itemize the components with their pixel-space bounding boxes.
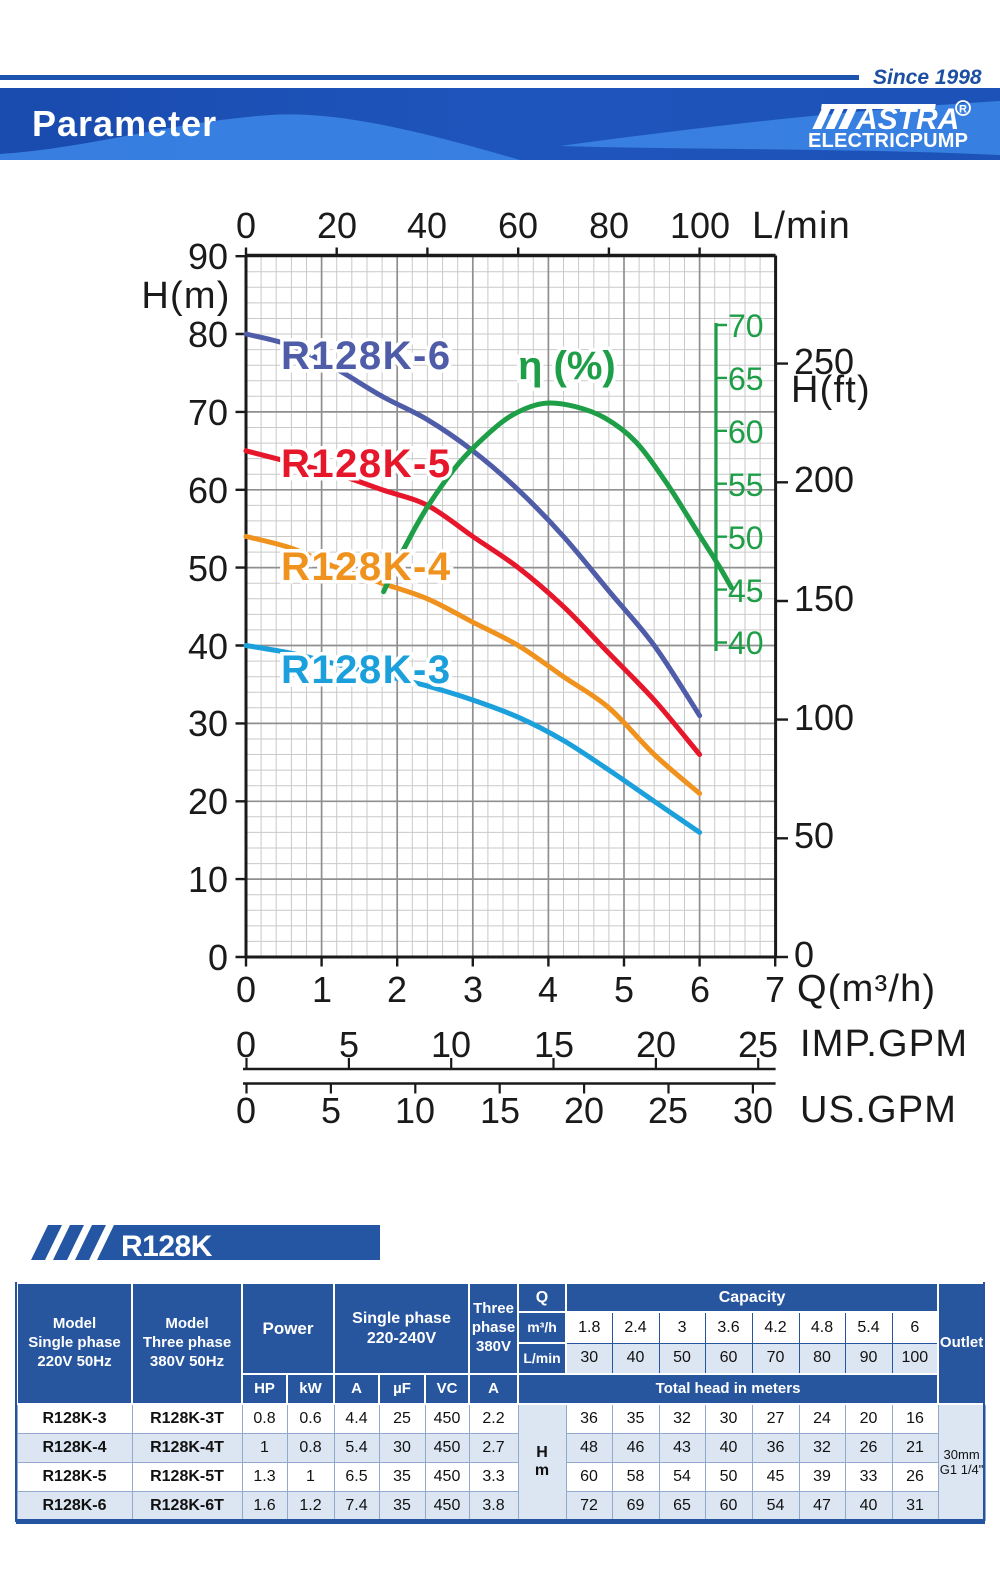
- svg-text:100: 100: [670, 205, 730, 246]
- svg-text:25: 25: [738, 1024, 778, 1065]
- svg-text:R128K-6: R128K-6: [281, 334, 452, 378]
- svg-text:30: 30: [188, 703, 228, 744]
- svg-text:100: 100: [794, 697, 854, 738]
- svg-text:20: 20: [564, 1090, 604, 1131]
- svg-text:0: 0: [794, 934, 814, 975]
- svg-text:45: 45: [728, 573, 764, 609]
- svg-text:R128K-5: R128K-5: [281, 442, 452, 486]
- svg-text:60: 60: [188, 470, 228, 511]
- svg-text:R: R: [959, 104, 967, 116]
- svg-text:4: 4: [538, 969, 558, 1010]
- svg-text:30: 30: [733, 1090, 773, 1131]
- svg-text:50: 50: [794, 815, 834, 856]
- svg-text:15: 15: [480, 1090, 520, 1131]
- svg-text:5: 5: [614, 969, 634, 1010]
- svg-text:65: 65: [728, 361, 764, 397]
- svg-text:H(ft): H(ft): [791, 369, 871, 411]
- svg-text:55: 55: [728, 467, 764, 503]
- svg-text:80: 80: [188, 314, 228, 355]
- svg-text:R128K-4: R128K-4: [281, 545, 452, 589]
- svg-text:80: 80: [589, 205, 629, 246]
- svg-text:US.GPM: US.GPM: [800, 1089, 957, 1131]
- svg-text:R128K-3: R128K-3: [281, 648, 452, 692]
- svg-text:40: 40: [188, 626, 228, 667]
- svg-text:40: 40: [728, 625, 764, 661]
- svg-text:90: 90: [188, 236, 228, 277]
- svg-text:Q(m³/h): Q(m³/h): [797, 968, 936, 1010]
- svg-text:15: 15: [534, 1024, 574, 1065]
- svg-text:6: 6: [690, 969, 710, 1010]
- svg-text:2: 2: [387, 969, 407, 1010]
- svg-text:70: 70: [728, 308, 764, 344]
- svg-text:5: 5: [321, 1090, 341, 1131]
- svg-text:3: 3: [463, 969, 483, 1010]
- svg-text:10: 10: [395, 1090, 435, 1131]
- svg-text:0: 0: [236, 969, 256, 1010]
- svg-text:50: 50: [188, 548, 228, 589]
- svg-text:60: 60: [728, 414, 764, 450]
- svg-text:5: 5: [339, 1024, 359, 1065]
- svg-text:25: 25: [648, 1090, 688, 1131]
- svg-text:7: 7: [765, 969, 785, 1010]
- svg-text:10: 10: [431, 1024, 471, 1065]
- svg-text:0: 0: [208, 937, 228, 978]
- svg-text:20: 20: [636, 1024, 676, 1065]
- svg-text:0: 0: [236, 1024, 256, 1065]
- svg-text:50: 50: [728, 520, 764, 556]
- svg-text:1: 1: [312, 969, 332, 1010]
- svg-text:250: 250: [794, 341, 854, 382]
- svg-text:L/min: L/min: [752, 205, 851, 247]
- svg-text:70: 70: [188, 392, 228, 433]
- svg-text:150: 150: [794, 578, 854, 619]
- svg-text:40: 40: [407, 205, 447, 246]
- svg-text:200: 200: [794, 459, 854, 500]
- svg-text:0: 0: [236, 205, 256, 246]
- svg-text:η (%): η (%): [518, 344, 616, 388]
- svg-text:ELECTRICPUMP: ELECTRICPUMP: [808, 130, 968, 152]
- svg-text:R128K: R128K: [121, 1230, 213, 1263]
- svg-text:10: 10: [188, 859, 228, 900]
- svg-text:20: 20: [188, 781, 228, 822]
- svg-text:IMP.GPM: IMP.GPM: [800, 1023, 968, 1065]
- svg-text:60: 60: [498, 205, 538, 246]
- svg-text:20: 20: [317, 205, 357, 246]
- svg-text:H(m): H(m): [141, 275, 230, 317]
- svg-text:0: 0: [236, 1090, 256, 1131]
